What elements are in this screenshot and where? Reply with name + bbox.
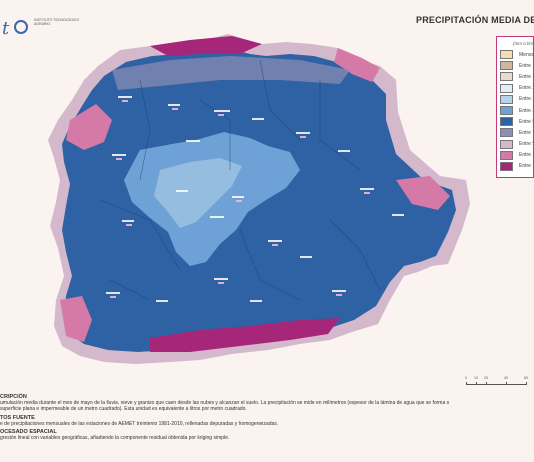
legend-swatch: [500, 161, 513, 171]
legend-label: Entre 25: [519, 96, 533, 103]
legend-item: Entre 35: [500, 105, 533, 116]
legend-swatch: [500, 128, 513, 138]
map-title: PRECIPITACIÓN MEDIA DE M: [416, 15, 534, 25]
highland-east: [396, 176, 450, 210]
scale-tick-label: 60: [524, 376, 528, 380]
section-heading: TOS FUENTE: [0, 414, 35, 421]
highland-northeast: [334, 48, 380, 82]
legend-swatch: [500, 106, 513, 116]
scale-bar: 0 10 20 40 60: [465, 376, 528, 388]
section-text: e de precipitaciones mensuales de las es…: [0, 420, 279, 427]
section-heading: OCESADO ESPACIAL: [0, 429, 57, 436]
legend-swatch: [500, 139, 513, 149]
band-north: [112, 56, 350, 90]
legend-item: Entre 20: [500, 83, 533, 94]
section-text: umulación media durante el mes de mayo d…: [0, 400, 450, 406]
station-labels: [106, 96, 404, 302]
section-text: gresión lineal con variables geográficas…: [0, 435, 230, 442]
section-heading: CRIPCIÓN: [0, 394, 27, 400]
highland-south: [150, 318, 340, 352]
province-borders: [99, 59, 381, 301]
legend-item: Entre 15: [500, 161, 533, 172]
logo-circle-icon: [14, 20, 28, 34]
legend-label: Entre 10: [519, 62, 533, 69]
legend-label: Entre 70: [519, 129, 533, 136]
legend-item: Entre 12: [500, 150, 533, 161]
scale-tick-label: 10: [474, 376, 478, 380]
map-legend: (mm o l/m Menos d Entre 10 Entre 15 Entre 2…: [496, 36, 534, 178]
station-values: [110, 100, 370, 298]
scale-tick: [506, 382, 507, 385]
highland-northwest: [66, 104, 112, 150]
legend-item: Entre 95: [500, 139, 533, 150]
legend-label: Entre 12: [519, 152, 533, 159]
scale-tick: [486, 382, 487, 385]
legend-swatch: [500, 72, 513, 82]
scale-tick-label: 20: [484, 376, 488, 380]
legend-label: Entre 35: [519, 107, 533, 114]
logo-text: INSTITUTO TECNOLÓGICO AGRARIO: [34, 18, 80, 26]
legend-swatch: [500, 50, 513, 60]
legend-label: Entre 20: [519, 85, 533, 92]
legend-swatch: [500, 94, 513, 104]
legend-label: Entre 50: [519, 118, 533, 125]
legend-item: Entre 10: [500, 60, 533, 71]
section-text: superficie plana e impermeable de un met…: [0, 406, 247, 413]
legend-swatch: [500, 117, 513, 127]
precipitation-map: [48, 34, 470, 364]
scale-tick-label: 40: [504, 376, 508, 380]
highland-southwest: [60, 296, 92, 342]
legend-label: Entre 95: [519, 141, 533, 148]
legend-item: Entre 25: [500, 94, 533, 105]
legend-swatch: [500, 83, 513, 93]
scale-line: [466, 384, 526, 385]
legend-label: Entre 15: [519, 73, 533, 80]
legend-item: Menos d: [500, 49, 533, 60]
legend-swatch: [500, 150, 513, 160]
legend-item: Entre 15: [500, 71, 533, 82]
scale-tick-label: 0: [465, 376, 467, 380]
scale-tick: [476, 382, 477, 385]
legend-unit: (mm o l/m: [513, 41, 533, 46]
scale-tick: [466, 382, 467, 385]
legend-items: Menos d Entre 10 Entre 15 Entre 20 Entre 25 E…: [497, 49, 533, 172]
legend-item: Entre 50: [500, 116, 533, 127]
legend-label: Menos d: [519, 51, 534, 58]
logo-mark: t: [2, 18, 10, 39]
region-central-plateau-core: [154, 158, 242, 228]
legend-item: Entre 70: [500, 127, 533, 138]
highland-north: [150, 36, 262, 56]
legend-swatch: [500, 61, 513, 71]
description-panel: CRIPCIÓN umulación media durante el mes d…: [0, 392, 534, 442]
scale-tick: [526, 382, 527, 385]
logo: t INSTITUTO TECNOLÓGICO AGRARIO: [2, 16, 80, 42]
legend-label: Entre 15: [519, 163, 533, 170]
